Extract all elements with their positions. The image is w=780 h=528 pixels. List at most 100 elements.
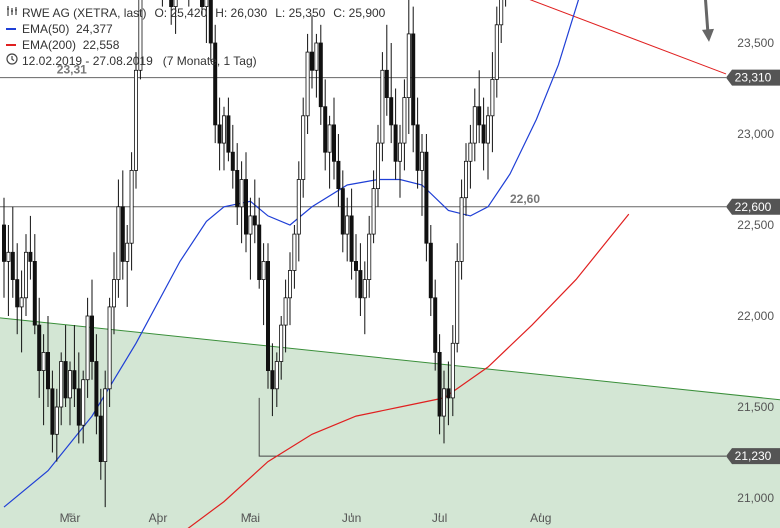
x-month-label: Mai	[241, 511, 260, 525]
ema50-name: EMA(50)	[22, 22, 70, 36]
resistance-trendline	[529, 0, 727, 75]
candle-body	[54, 406, 59, 435]
candle-body	[199, 0, 204, 7]
candle-body	[125, 242, 130, 262]
candle-body	[19, 297, 24, 308]
candle-body	[274, 361, 279, 390]
candle-body	[252, 215, 257, 226]
x-month-label: Apr	[149, 511, 168, 525]
candle-body	[353, 260, 358, 271]
candle-body	[411, 33, 416, 126]
candle-body	[367, 233, 372, 281]
legend-title-row: RWE AG (XETRA, last) O: 25,420 H: 26,030…	[6, 5, 385, 21]
legend-ema200-row: EMA(200) 22,558	[6, 37, 385, 53]
candle-body	[23, 251, 28, 299]
candle-body	[345, 215, 350, 235]
candle-body	[490, 79, 495, 117]
candle-body	[243, 179, 248, 235]
candle-body	[230, 151, 235, 171]
candle-body	[384, 69, 389, 99]
candle-body	[76, 388, 81, 426]
ohlc-open: 25,420	[170, 6, 208, 20]
price-tag-label: 21,230	[735, 449, 772, 463]
candle-body	[459, 197, 464, 262]
candle-body	[336, 160, 341, 190]
scenario-arrows-layer	[702, 0, 714, 42]
ema200-value: 22,558	[82, 38, 120, 52]
candle-body	[279, 324, 284, 362]
candle-body	[50, 388, 55, 435]
candle-body	[112, 279, 117, 308]
level-label: 23,31	[57, 63, 87, 77]
ohlc-open-label: O:	[154, 6, 168, 20]
y-tick-label: 22,000	[737, 309, 774, 323]
ema50-line	[3, 0, 580, 508]
candle-body	[428, 242, 433, 299]
candle-body	[248, 215, 253, 235]
ohlc-high: 26,030	[230, 6, 268, 20]
support-zone	[0, 317, 780, 528]
price-tag	[726, 69, 780, 86]
candle-body	[204, 0, 209, 7]
x-month-label: Jun	[342, 511, 361, 525]
candle-body	[485, 115, 490, 144]
candle-body	[402, 97, 407, 144]
clock-icon	[6, 53, 22, 69]
candle-body	[371, 188, 376, 235]
candle-body	[133, 69, 138, 171]
legend-ema50-row: EMA(50) 24,377	[6, 21, 385, 37]
support-zone-layer	[0, 317, 780, 528]
candle-body	[63, 361, 68, 399]
ohlc-close-label: C:	[333, 6, 346, 20]
candle-body	[116, 206, 121, 281]
y-tick-label: 21,500	[737, 400, 774, 414]
candle-body	[169, 0, 174, 7]
candle-body	[380, 69, 385, 144]
chart-title: RWE AG (XETRA, last)	[22, 6, 147, 20]
y-tick-label: 23,500	[737, 36, 774, 50]
candle-body	[441, 388, 446, 417]
candle-body	[419, 151, 424, 171]
candle-body	[107, 306, 112, 390]
candle-body	[235, 169, 240, 208]
ohlc-low: 25,350	[288, 6, 326, 20]
x-month-label: Jul	[432, 511, 447, 525]
candle-body	[15, 279, 20, 308]
ema200-line	[187, 213, 630, 528]
candle-body	[292, 233, 297, 271]
candle-body	[138, 0, 143, 71]
period-note: (7 Monate, 1 Tag)	[162, 54, 257, 68]
candle-body	[173, 0, 178, 7]
candle-body	[494, 24, 499, 80]
level-line-21230	[258, 397, 726, 457]
trendlines-layer: 23,31 22,60	[0, 0, 727, 457]
candle-body	[468, 142, 473, 162]
candle-body	[472, 106, 477, 144]
candle-body	[213, 42, 218, 126]
candle-body	[450, 342, 455, 399]
candle-body	[455, 260, 460, 344]
candle-body	[98, 415, 103, 463]
candle-body	[287, 270, 292, 299]
y-tick-label: 21,000	[737, 491, 774, 505]
candle-body	[415, 124, 420, 171]
candle-body	[10, 251, 15, 281]
date-range: 12.02.2019 - 27.08.2019	[22, 54, 153, 68]
candle-body	[120, 206, 125, 262]
candle-body	[129, 169, 134, 244]
candle-body	[406, 33, 411, 99]
candle-body	[68, 370, 73, 399]
ema200-swatch	[6, 44, 16, 46]
candle-body	[331, 124, 336, 162]
candle-body	[375, 142, 380, 190]
ema50-value: 24,377	[76, 22, 113, 36]
candle-body	[433, 297, 438, 353]
candle-body	[6, 251, 11, 262]
ema-layer	[3, 0, 630, 528]
candle-body	[257, 224, 262, 280]
candle-body	[2, 224, 7, 262]
candle-body	[32, 260, 37, 326]
ohlc-low-label: L:	[275, 6, 286, 20]
candle-body	[265, 260, 270, 371]
candle-body	[481, 124, 486, 144]
